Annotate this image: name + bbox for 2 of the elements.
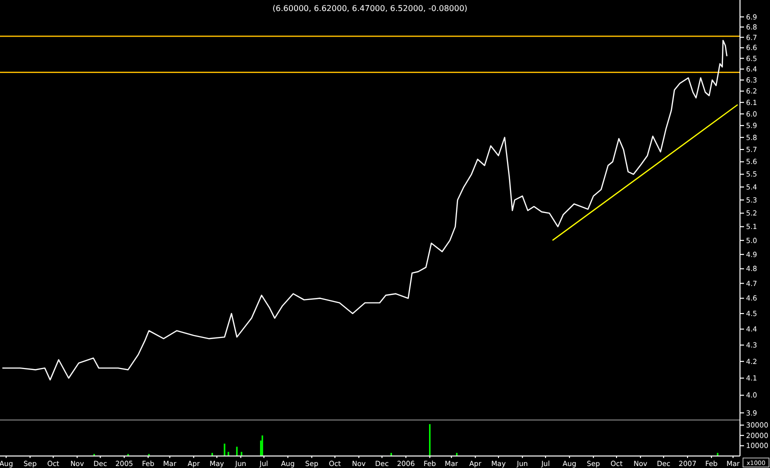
text: (6.60000, 6.62000, 6.47000, 6.52000, -0.08000) [272, 4, 468, 13]
line-series [2, 40, 728, 380]
